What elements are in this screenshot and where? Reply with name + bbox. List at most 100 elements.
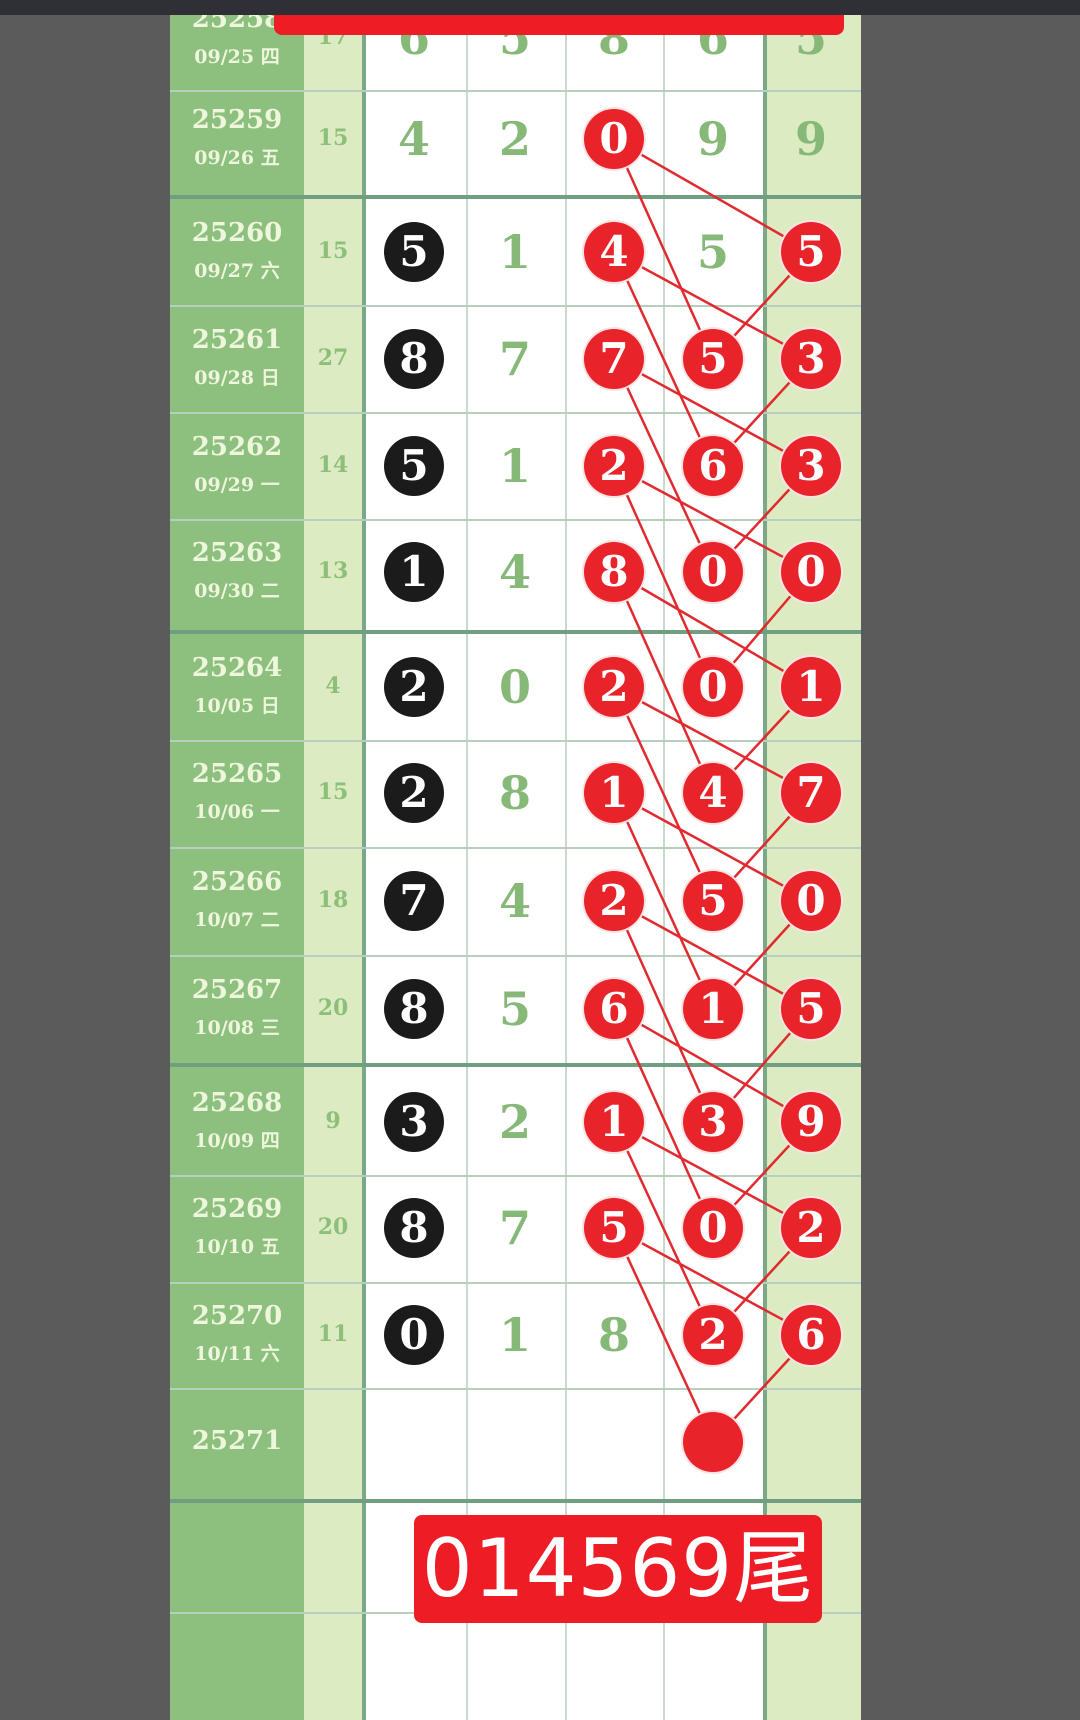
date-label: 10/09 四 <box>194 1130 280 1152</box>
digit-ball-red: 9 <box>781 1092 841 1152</box>
connection-line <box>613 1007 812 1124</box>
connection-line <box>613 570 812 689</box>
grid-hline <box>170 90 861 92</box>
digit-ball-black: 2 <box>384 657 444 717</box>
sum-value: 9 <box>325 1108 341 1134</box>
connection-line <box>612 358 715 573</box>
period-label: 25267 <box>191 975 283 1005</box>
sum-value: 20 <box>317 1214 349 1240</box>
digit-ball-black: 7 <box>384 871 444 931</box>
digit-value: 8 <box>498 766 531 820</box>
grid-hline <box>170 195 861 199</box>
sum-value: 20 <box>317 995 349 1021</box>
period-label: 25269 <box>191 1194 283 1224</box>
digit-ball-red: 5 <box>781 979 841 1039</box>
sum-value: 13 <box>317 558 349 584</box>
digit-ball-black: 5 <box>384 222 444 282</box>
connection-line <box>612 792 715 1010</box>
connection-line <box>612 1121 715 1336</box>
digit-ball-red: 6 <box>584 979 644 1039</box>
connection-line <box>613 685 812 795</box>
sum-value: 27 <box>317 345 349 371</box>
sum-value: 18 <box>317 887 349 913</box>
prediction-banner: 014569尾 <box>414 1515 822 1623</box>
digit-ball-red: 0 <box>683 1198 743 1258</box>
sum-column <box>304 15 362 1720</box>
digit-ball-red: 7 <box>781 763 841 823</box>
connection-line <box>613 137 812 254</box>
period-label: 25270 <box>191 1301 283 1331</box>
period-label: 25268 <box>191 1088 283 1118</box>
last-digit-column <box>765 15 861 1720</box>
digit-ball-red: 2 <box>683 1305 743 1365</box>
date-label: 10/07 二 <box>194 909 280 931</box>
digit-ball-red: 8 <box>584 542 644 602</box>
digit-ball-red: 1 <box>683 979 743 1039</box>
date-label: 09/29 一 <box>194 474 280 496</box>
period-label: 25266 <box>191 867 283 897</box>
digit-value: 5 <box>696 225 729 279</box>
digit-ball-red: 5 <box>683 329 743 389</box>
connection-line <box>612 465 715 688</box>
date-label: 10/06 一 <box>194 801 280 823</box>
grid-vline <box>763 15 767 1720</box>
period-label: 25258 <box>191 15 283 34</box>
date-label: 10/11 六 <box>194 1343 280 1365</box>
period-label: 25264 <box>191 653 283 683</box>
grid-hline <box>170 519 861 521</box>
period-label: 25263 <box>191 538 283 568</box>
date-label: 10/10 五 <box>194 1236 280 1258</box>
connection-line <box>613 1120 812 1230</box>
digit-value: 5 <box>498 982 531 1036</box>
date-label: 09/30 二 <box>194 580 280 602</box>
digit-ball-red: 3 <box>781 436 841 496</box>
period-label: 25259 <box>191 105 283 135</box>
connection-line <box>612 251 715 467</box>
digit-value: 1 <box>498 1308 531 1362</box>
digit-value: 7 <box>498 1201 531 1255</box>
digit-ball-black: 3 <box>384 1092 444 1152</box>
grid-hline <box>170 1388 861 1390</box>
connection-line <box>612 571 715 794</box>
grid-hline <box>170 847 861 849</box>
sum-value: 15 <box>317 125 349 151</box>
digit-ball-red: 7 <box>584 329 644 389</box>
date-label: 09/25 四 <box>194 46 280 68</box>
digit-value: 4 <box>498 545 531 599</box>
digit-ball-red: 0 <box>584 109 644 169</box>
grid-hline <box>170 412 861 414</box>
digit-value: 2 <box>498 112 531 166</box>
digit-ball-red: 5 <box>683 871 743 931</box>
connection-line <box>613 250 812 361</box>
digit-ball-red: 1 <box>584 763 644 823</box>
digit-value: 8 <box>597 1308 630 1362</box>
grid-hline <box>170 740 861 742</box>
digit-value: 4 <box>498 874 531 928</box>
digit-ball-red: 2 <box>584 436 644 496</box>
digit-ball-red: 0 <box>781 871 841 931</box>
digit-ball-red: 6 <box>781 1305 841 1365</box>
grid-hline <box>170 1499 861 1503</box>
digit-ball-red: 5 <box>584 1198 644 1258</box>
digit-value: 1 <box>498 225 531 279</box>
connection-line <box>612 1227 715 1443</box>
sum-value: 11 <box>317 1321 349 1347</box>
grid-hline <box>170 1063 861 1067</box>
grid-hline <box>170 630 861 634</box>
digit-ball-red: 6 <box>683 436 743 496</box>
digit-value: 0 <box>498 660 531 714</box>
digit-ball-red: 0 <box>683 542 743 602</box>
digit-ball-black: 1 <box>384 542 444 602</box>
trend-table: 25258 09/25 四 17 6 5 8 6 5 25259 09/26 五 15 4 2 0 9 9 25… <box>170 15 861 1720</box>
grid-hline <box>170 1175 861 1177</box>
period-label: 25262 <box>191 432 283 462</box>
digit-value: 9 <box>696 112 729 166</box>
digit-ball-red: 1 <box>781 657 841 717</box>
connection-line <box>612 138 715 360</box>
digit-ball-black: 0 <box>384 1305 444 1365</box>
prediction-dot <box>683 1412 743 1472</box>
date-label: 10/08 三 <box>194 1017 280 1039</box>
digit-ball-black: 2 <box>384 763 444 823</box>
digit-ball-red: 2 <box>584 871 644 931</box>
digit-ball-red: 0 <box>781 542 841 602</box>
